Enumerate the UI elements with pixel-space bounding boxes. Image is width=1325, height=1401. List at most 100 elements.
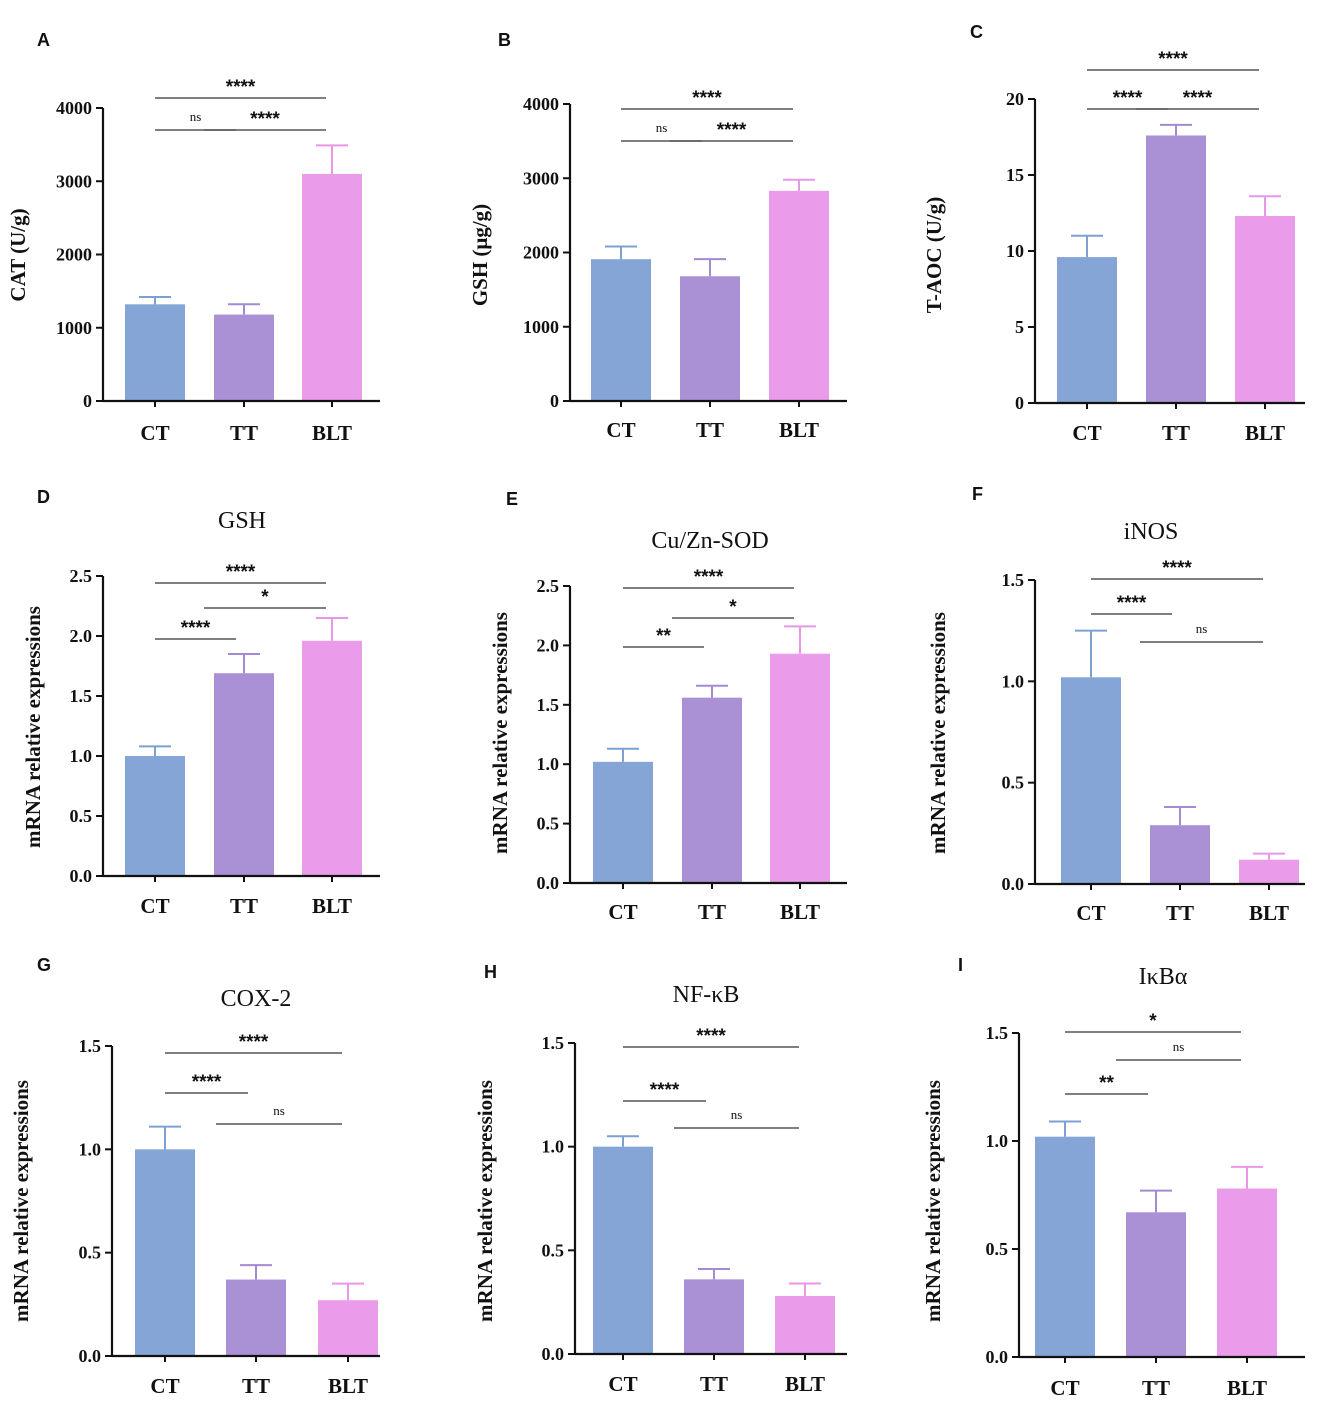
bar-h-tt [684, 1279, 744, 1354]
y-tick-label-i: 1.5 [986, 1023, 1009, 1043]
sig-label-g-1-3: **** [239, 1032, 269, 1053]
sig-label-d-1-2: **** [181, 618, 211, 639]
sig-label-d-1-3: **** [226, 562, 256, 583]
panel-letter-h: H [484, 962, 497, 982]
bar-i-ct [1035, 1136, 1095, 1357]
y-tick-label-h: 1.0 [542, 1137, 565, 1157]
y-tick-label-b: 4000 [523, 94, 559, 114]
sig-label-g-1-2: **** [192, 1072, 222, 1093]
sig-label-f-1-3: **** [1162, 558, 1192, 579]
x-tick-label-e-blt: BLT [780, 900, 820, 924]
bar-g-ct [135, 1149, 195, 1356]
panel-b: B GSH (μg/g) CT TT BLT 0 1000 2000 3000 4000 ns ***… [468, 30, 847, 442]
panel-e: E Cu/Zn-SOD mRNA relative expressions CT TT B… [488, 489, 847, 924]
sig-label-b-1-3: **** [692, 88, 722, 109]
bar-f-tt [1150, 825, 1210, 884]
sig-label-g-2-3: ns [273, 1103, 285, 1118]
bar-h-ct [593, 1146, 653, 1354]
sig-label-b-1-2: ns [656, 120, 668, 135]
x-tick-label-f-blt: BLT [1249, 901, 1289, 925]
x-tick-label-c-ct: CT [1072, 421, 1101, 445]
x-tick-label-g-tt: TT [242, 1374, 270, 1398]
sig-label-a-1-2: ns [190, 109, 202, 124]
x-tick-label-b-ct: CT [606, 418, 635, 442]
y-tick-label-i: 0.5 [986, 1239, 1009, 1259]
bar-g-tt [226, 1279, 286, 1356]
y-axis-label-a: CAT (U/g) [6, 208, 30, 301]
y-axis-label-i: mRNA relative expressions [921, 1080, 945, 1322]
y-tick-label-g: 0.5 [79, 1243, 102, 1263]
panel-letter-f: F [972, 484, 983, 504]
sig-label-d-2-3: * [261, 587, 269, 608]
y-axis-label-c: T-AOC (U/g) [922, 197, 946, 313]
sig-label-h-1-2: **** [650, 1080, 680, 1101]
y-tick-label-b: 1000 [523, 317, 559, 337]
x-tick-label-b-blt: BLT [779, 418, 819, 442]
y-tick-label-d: 2.5 [70, 566, 93, 586]
bar-c-blt [1235, 216, 1295, 403]
x-tick-label-a-blt: BLT [312, 421, 352, 445]
y-tick-label-c: 20 [1006, 89, 1024, 109]
sig-label-h-1-3: **** [696, 1026, 726, 1047]
sig-label-c-2-3: **** [1183, 88, 1213, 109]
sig-label-b-2-3: **** [717, 120, 747, 141]
x-tick-label-d-ct: CT [140, 894, 169, 918]
y-tick-label-d: 1.5 [70, 686, 93, 706]
y-tick-label-e: 0.0 [537, 873, 560, 893]
y-axis-label-g: mRNA relative expressions [9, 1080, 33, 1322]
bar-h-blt [775, 1295, 835, 1354]
y-tick-label-h: 0.5 [542, 1240, 565, 1260]
panel-letter-d: D [37, 487, 50, 507]
x-tick-label-c-blt: BLT [1245, 421, 1285, 445]
bar-e-blt [770, 653, 830, 883]
bar-f-blt [1239, 859, 1299, 884]
sig-label-e-2-3: * [729, 597, 737, 618]
y-tick-label-e: 0.5 [537, 814, 560, 834]
sig-label-f-2-3: ns [1196, 621, 1208, 636]
y-axis-label-b: GSH (μg/g) [468, 204, 492, 306]
y-tick-label-a: 3000 [56, 171, 92, 191]
y-axis-label-d: mRNA relative expressions [21, 606, 45, 848]
bar-b-ct [591, 259, 651, 401]
bar-a-tt [214, 314, 274, 401]
bar-c-ct [1057, 257, 1117, 403]
panel-letter-g: G [37, 955, 51, 975]
y-axis-label-f: mRNA relative expressions [926, 612, 950, 854]
x-tick-label-b-tt: TT [696, 418, 724, 442]
bar-a-blt [302, 173, 362, 401]
y-tick-label-b: 2000 [523, 243, 559, 263]
x-tick-label-i-tt: TT [1142, 1376, 1170, 1400]
y-tick-label-e: 1.0 [537, 754, 560, 774]
panel-title-h: NF-κB [673, 982, 740, 1008]
bar-c-tt [1146, 135, 1206, 404]
panel-h: H NF-κB mRNA relative expressions CT TT BLT 0.… [473, 962, 847, 1396]
y-tick-label-g: 1.0 [79, 1139, 102, 1159]
y-tick-label-h: 1.5 [542, 1033, 565, 1053]
sig-label-c-1-3: **** [1158, 49, 1188, 70]
x-tick-label-f-ct: CT [1076, 901, 1105, 925]
x-tick-label-i-blt: BLT [1227, 1376, 1267, 1400]
y-tick-label-b: 0 [550, 391, 559, 411]
y-tick-label-f: 0.5 [1002, 773, 1025, 793]
y-tick-label-c: 15 [1006, 165, 1024, 185]
x-tick-label-h-blt: BLT [785, 1372, 825, 1396]
y-tick-label-e: 2.5 [537, 576, 560, 596]
sig-label-c-1-2: **** [1113, 88, 1143, 109]
y-tick-label-d: 0.5 [70, 806, 93, 826]
panel-letter-a: A [37, 30, 50, 50]
panel-g: G COX-2 mRNA relative expressions CT TT BLT 0.… [9, 955, 380, 1398]
panel-title-g: COX-2 [221, 986, 292, 1012]
x-tick-label-g-ct: CT [150, 1374, 179, 1398]
x-tick-label-d-tt: TT [230, 894, 258, 918]
y-tick-label-b: 3000 [523, 168, 559, 188]
x-tick-label-e-ct: CT [608, 900, 637, 924]
y-tick-label-a: 0 [83, 391, 92, 411]
sig-label-i-2-3: ns [1173, 1039, 1185, 1054]
y-tick-label-f: 0.0 [1002, 874, 1025, 894]
y-tick-label-f: 1.0 [1002, 671, 1025, 691]
bar-i-blt [1217, 1188, 1277, 1357]
x-tick-label-i-ct: CT [1050, 1376, 1079, 1400]
panel-title-i: IκBα [1139, 964, 1188, 990]
panel-a: A CAT (U/g) CT TT BLT 0 1000 2000 3000 4000 ns ****… [6, 30, 380, 445]
